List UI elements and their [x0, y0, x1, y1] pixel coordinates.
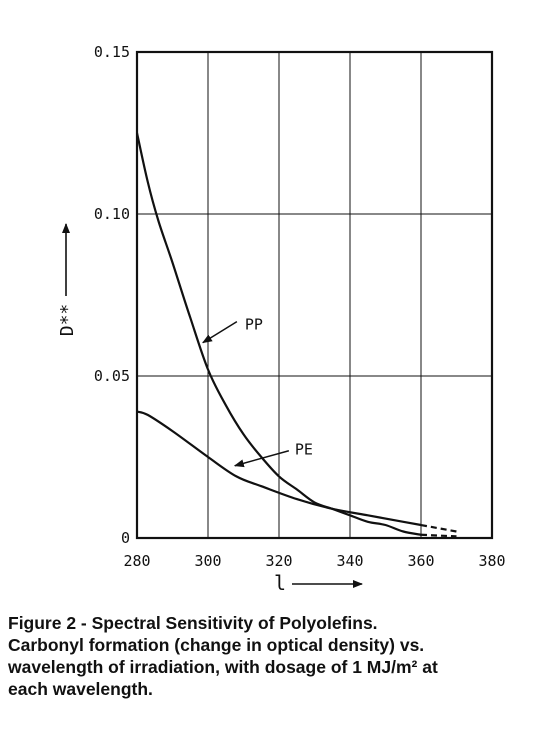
x-tick-label: 280: [123, 552, 150, 570]
figure-caption: Figure 2 - Spectral Sensitivity of Polyo…: [8, 612, 553, 700]
series-extrapolation-pp: [420, 533, 457, 538]
annotation-arrow-pe: [233, 449, 290, 468]
chart-figure: 280 300 320 340 360 380 0 0.05 0.10 0.15 PP PE D**…: [57, 43, 506, 595]
caption-line-2: Carbonyl formation (change in optical de…: [8, 635, 425, 655]
x-tick-label: 360: [407, 552, 434, 570]
y-tick-label: 0.05: [94, 367, 130, 385]
series-layer: [135, 132, 457, 538]
plot-frame: [135, 50, 494, 540]
y-tick-label: 0.10: [94, 205, 130, 223]
annotations: PP PE: [202, 316, 313, 468]
series-line-pp: [135, 132, 422, 536]
y-axis-label: D**: [57, 304, 78, 337]
x-axis-label: l: [274, 571, 286, 595]
series-line-pe: [136, 410, 422, 527]
caption-line-1: Figure 2 - Spectral Sensitivity of Polyo…: [8, 613, 378, 633]
x-tick-label: 300: [194, 552, 221, 570]
annotation-label-pp: PP: [245, 316, 263, 334]
caption-line-3: wavelength of irradiation, with dosage o…: [8, 657, 438, 677]
grid-layer: [137, 52, 492, 538]
series-extrapolation-pe: [420, 523, 457, 533]
plot-border: [135, 50, 494, 540]
x-tick-label: 380: [478, 552, 505, 570]
y-tick-label: 0: [121, 529, 130, 547]
caption-line-4: each wavelength.: [8, 679, 153, 699]
y-tick-label: 0.15: [94, 43, 130, 61]
tick-labels: 280 300 320 340 360 380 0 0.05 0.10 0.15: [94, 43, 506, 570]
annotation-label-pe: PE: [295, 441, 313, 459]
x-tick-label: 320: [265, 552, 292, 570]
x-tick-label: 340: [336, 552, 363, 570]
annotation-arrow-pp: [202, 320, 238, 344]
